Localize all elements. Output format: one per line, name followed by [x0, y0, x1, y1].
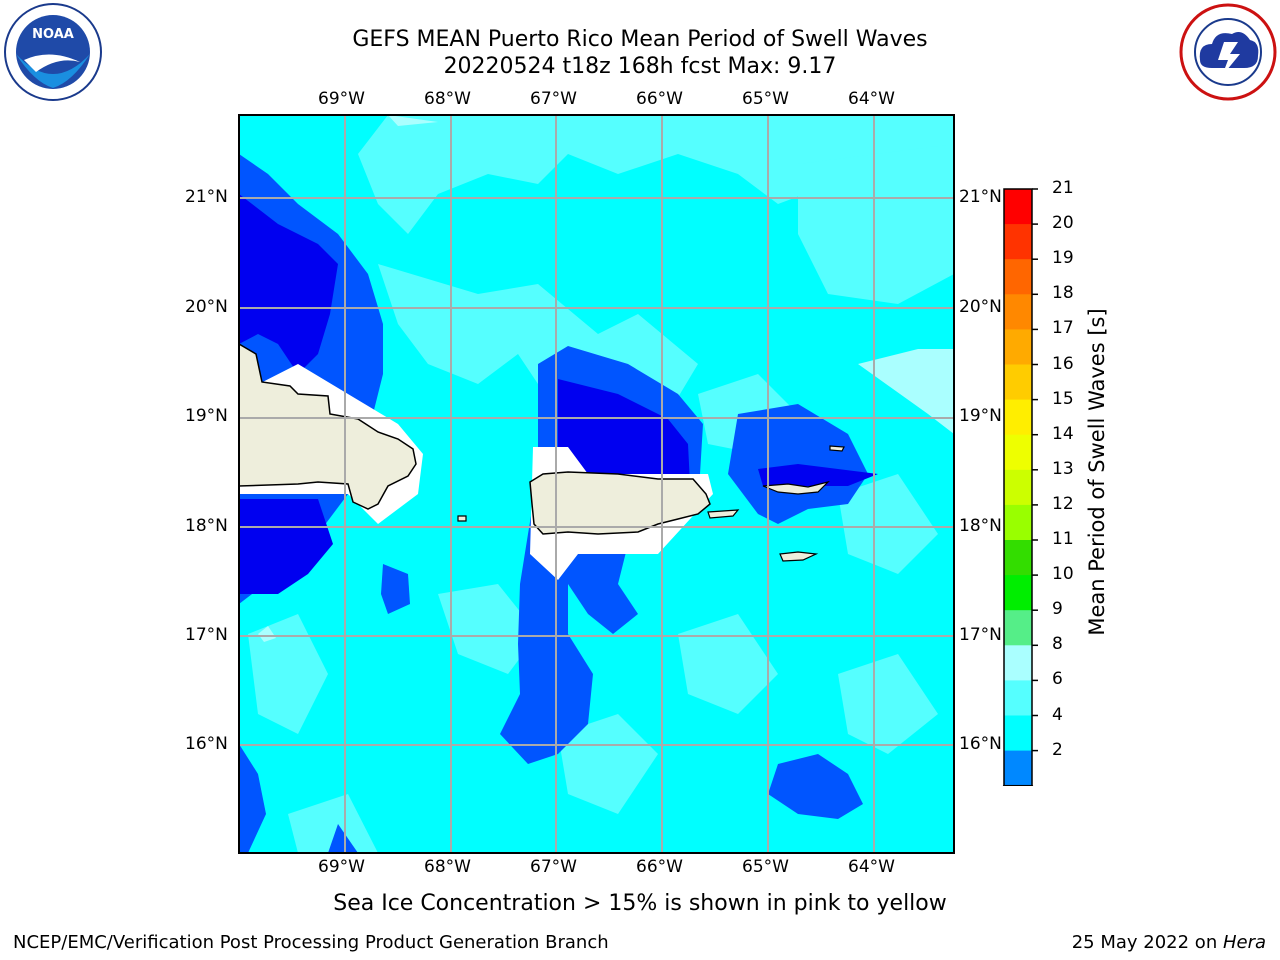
colorbar-frame [1003, 188, 1033, 786]
lon-label-bottom: 64°W [848, 857, 895, 877]
band-8-9 [258, 115, 954, 642]
vieques [707, 509, 740, 519]
noaa-logo-text: NOAA [32, 27, 74, 42]
lon-label-bottom: 67°W [530, 857, 577, 877]
colorbar-tick-label: 9 [1052, 599, 1063, 620]
map-frame [238, 114, 955, 854]
lon-label-top: 68°W [424, 89, 471, 109]
nws-logo [1179, 3, 1277, 101]
colorbar-tick-label: 10 [1052, 564, 1074, 585]
colorbar-tick-label: 12 [1052, 493, 1074, 514]
colorbar-tick-label: 11 [1052, 529, 1074, 549]
lat-label-left: 18°N [185, 516, 228, 536]
graticule [239, 115, 954, 853]
lat-label-left: 21°N [185, 187, 228, 207]
colorbar-segment [1004, 294, 1032, 330]
lon-label-bottom: 65°W [742, 857, 789, 877]
lat-label-left: 19°N [185, 406, 228, 426]
footer-host: Hera [1222, 932, 1266, 953]
colorbar-tick-label: 4 [1052, 704, 1063, 725]
colorbar-tick-label: 20 [1052, 213, 1074, 234]
colorbar-tick-label: 2 [1052, 739, 1063, 760]
anguilla [829, 445, 845, 452]
lat-label-left: 20°N [185, 297, 228, 317]
lat-label-right: 20°N [959, 297, 1002, 317]
footer-left: NCEP/EMC/Verification Post Processing Pr… [13, 932, 609, 953]
colorbar-tick-label: 19 [1052, 248, 1074, 269]
colorbar-segment [1004, 329, 1032, 365]
footer-date: 25 May 2022 on [1071, 932, 1223, 953]
colorbar-segment [1004, 504, 1032, 541]
virgin-islands [762, 480, 830, 495]
lat-label-right: 17°N [959, 625, 1002, 645]
lat-label-right: 19°N [959, 406, 1002, 426]
lon-label-top: 65°W [742, 89, 789, 109]
colorbar-segment [1004, 715, 1032, 752]
noaa-logo: NOAA [4, 3, 102, 101]
hispaniola [238, 342, 417, 510]
lon-label-top: 67°W [530, 89, 577, 109]
lon-label-bottom: 66°W [636, 857, 683, 877]
swell-period-map [238, 114, 955, 854]
colorbar-segment [1004, 434, 1032, 471]
puerto-rico [529, 471, 711, 535]
colorbar-label: Mean Period of Swell Waves [s] [1085, 308, 1109, 636]
lon-label-top: 69°W [318, 89, 365, 109]
lat-label-right: 18°N [959, 516, 1002, 536]
st-croix [779, 551, 819, 562]
band-6-8 [248, 115, 954, 853]
colorbar-segment [1004, 575, 1032, 611]
colorbar-segment [1004, 680, 1032, 716]
colorbar-segment [1004, 189, 1032, 225]
mona-island [457, 515, 467, 522]
colorbar-tick-label: 21 [1052, 178, 1074, 198]
lon-label-top: 64°W [848, 89, 895, 109]
colorbar-segment [1004, 259, 1032, 295]
sea-ice-note: Sea Ice Concentration > 15% is shown in … [333, 891, 947, 916]
colorbar-segment [1004, 610, 1032, 646]
title-line-1: GEFS MEAN Puerto Rico Mean Period of Swe… [352, 27, 928, 52]
colorbar-tick-label: 14 [1052, 423, 1074, 444]
colorbar-tick-label: 6 [1052, 669, 1063, 690]
colorbar-segment [1004, 540, 1032, 576]
lat-label-right: 16°N [959, 734, 1002, 754]
lon-label-top: 66°W [636, 89, 683, 109]
colorbar-segment [1004, 399, 1032, 436]
colorbar-segment [1004, 364, 1032, 401]
colorbar-segment [1004, 750, 1032, 786]
colorbar-tick-label: 8 [1052, 634, 1063, 655]
colorbar-segment [1004, 469, 1032, 506]
title-line-2: 20220524 t18z 168h fcst Max: 9.17 [443, 54, 837, 79]
colorbar-segment [1004, 645, 1032, 681]
footer-right: 25 May 2022 on Hera [1072, 932, 1266, 953]
islands [238, 342, 845, 580]
band-0-2 [239, 194, 878, 594]
lat-labels-right: 21°N 20°N 19°N 18°N 17°N 16°N [958, 180, 1002, 760]
colorbar-tick-label: 17 [1052, 318, 1074, 339]
lat-label-left: 16°N [185, 734, 228, 754]
colorbar-tick-label: 13 [1052, 458, 1074, 479]
colorbar-segment [1004, 224, 1032, 260]
lon-label-bottom: 68°W [424, 857, 471, 877]
colorbar [1002, 188, 1038, 786]
colorbar-tick-label: 18 [1052, 283, 1074, 304]
lat-label-right: 21°N [959, 187, 1002, 207]
lon-label-bottom: 69°W [318, 857, 365, 877]
lat-label-left: 17°N [185, 625, 228, 645]
colorbar-tick-label: 16 [1052, 353, 1074, 374]
colorbar-tick-label: 15 [1052, 388, 1074, 409]
